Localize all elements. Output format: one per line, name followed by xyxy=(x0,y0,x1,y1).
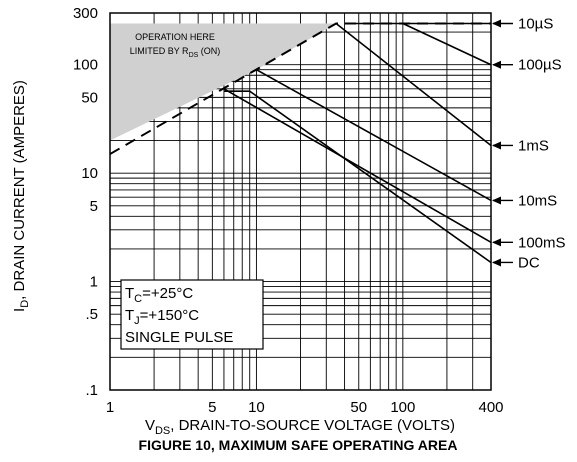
y-tick-label: 300 xyxy=(73,5,98,22)
x-tick-label: 10 xyxy=(248,399,265,416)
condition-tc-rest: =+25°C xyxy=(142,285,193,302)
x-tick-label: 1 xyxy=(106,399,114,416)
figure-caption: FIGURE 10, MAXIMUM SAFE OPERATING AREA xyxy=(139,437,458,453)
y-tick-label: 10 xyxy=(81,165,98,182)
y-axis-label-sub: D xyxy=(19,300,31,308)
y-axis-label: ID, DRAIN CURRENT (AMPERES) xyxy=(11,80,31,312)
condition-tj-main: T xyxy=(125,307,134,324)
y-tick-label: .5 xyxy=(85,306,98,323)
series-layer xyxy=(109,22,492,264)
curve-arrow-head xyxy=(492,60,501,69)
x-axis-label-rest: , DRAIN-TO-SOURCE VOLTAGE (VOLTS) xyxy=(170,417,455,434)
rds-annotation-main: LIMITED BY R xyxy=(130,46,189,56)
conditions-box xyxy=(120,279,264,350)
rds-limited-region xyxy=(110,23,337,141)
x-axis-label: VDS, DRAIN-TO-SOURCE VOLTAGE (VOLTS) xyxy=(145,417,455,437)
series-line-100µS xyxy=(402,22,492,66)
x-tick-label: 5 xyxy=(208,399,216,416)
series-line-100mS xyxy=(223,88,492,244)
series-line-DC xyxy=(223,90,492,264)
y-tick-label: 50 xyxy=(81,89,98,106)
curve-label: 100µS xyxy=(518,57,562,74)
rds-limited-region-layer xyxy=(110,23,337,141)
x-tick-label: 400 xyxy=(478,399,503,416)
y-tick-labels: .1 .5 1 5 10 50 100 300 xyxy=(73,5,98,399)
x-tick-label: 50 xyxy=(350,399,367,416)
rds-annotation-sub: DS xyxy=(189,52,199,59)
condition-tj: TJ=+150°C xyxy=(125,307,199,327)
x-axis-label-main: V xyxy=(145,417,155,434)
series-line-1mS xyxy=(335,22,492,147)
x-tick-label: 100 xyxy=(390,399,415,416)
rds-annotation-line1: OPERATION HERE xyxy=(135,32,215,42)
y-tick-label: 100 xyxy=(73,57,98,74)
y-axis-label-main: I xyxy=(11,308,28,312)
curve-labels: 10µS 100µS 1mS 10mS 100mS DC xyxy=(492,16,566,271)
rds-annotation-rest: (ON) xyxy=(198,46,220,56)
curve-arrow-head xyxy=(492,141,501,150)
rds-annotation-line2: LIMITED BY RDS (ON) xyxy=(130,46,221,59)
curve-arrow-head xyxy=(492,19,501,28)
y-tick-label: 5 xyxy=(90,198,98,215)
curve-label: 10mS xyxy=(518,192,557,209)
condition-tj-sub: J xyxy=(134,315,140,327)
plot-frame xyxy=(109,12,492,391)
y-axis-label-rest: , DRAIN CURRENT (AMPERES) xyxy=(11,80,28,300)
curve-label: 1mS xyxy=(518,137,549,154)
curve-label: 100mS xyxy=(518,234,566,251)
condition-pulse: SINGLE PULSE xyxy=(125,329,233,346)
condition-tc-sub: C xyxy=(134,293,142,305)
condition-tj-rest: =+150°C xyxy=(140,307,200,324)
condition-tc: TC=+25°C xyxy=(125,285,193,305)
curve-arrow-head xyxy=(492,196,501,205)
x-axis-label-sub: DS xyxy=(155,425,170,437)
curve-arrow-head xyxy=(492,258,501,267)
y-tick-label: .1 xyxy=(85,382,98,399)
curve-label: DC xyxy=(518,254,540,271)
curve-arrow-head xyxy=(492,238,501,247)
series-line-10mS xyxy=(256,68,492,202)
curve-label: 10µS xyxy=(518,16,553,33)
x-tick-labels: 1 5 10 50 100 400 xyxy=(106,399,504,416)
y-tick-label: 1 xyxy=(90,274,98,291)
condition-tc-main: T xyxy=(125,285,134,302)
